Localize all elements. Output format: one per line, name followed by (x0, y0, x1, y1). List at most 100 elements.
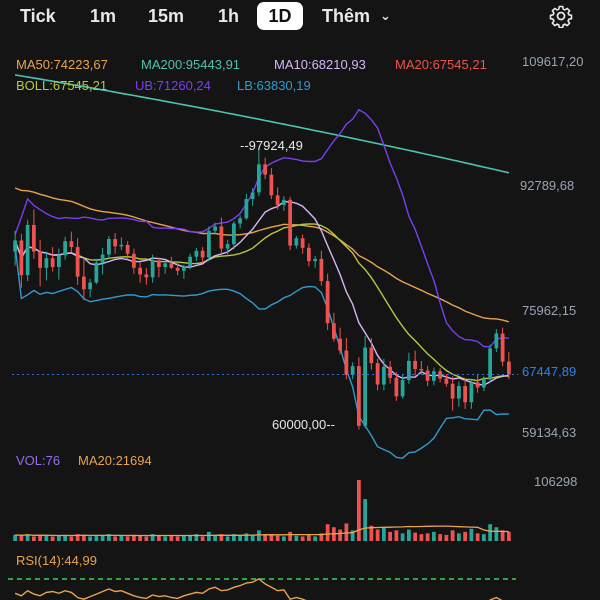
gear-icon[interactable] (549, 4, 573, 28)
candle-body (494, 333, 499, 349)
volume-bar (275, 535, 280, 541)
candle-body (338, 338, 342, 351)
candle-body (413, 360, 417, 370)
candle-body (307, 247, 311, 262)
candle-body (213, 226, 217, 231)
candle-body (238, 218, 242, 224)
candle-body (382, 366, 386, 385)
candle-body (463, 386, 467, 403)
volume-bar (438, 534, 442, 541)
volume-bar (257, 530, 261, 541)
volume-bar (407, 529, 411, 541)
volume-bar (432, 531, 436, 541)
candle-body (50, 258, 55, 268)
volume-bar (307, 534, 311, 541)
candle-body (100, 254, 105, 263)
candle-body (107, 238, 111, 255)
candle-body (419, 369, 424, 371)
candle-body (507, 361, 511, 375)
low-annotation: 60000,00-- (272, 417, 335, 432)
volume-bar (63, 534, 67, 541)
candle-body (32, 224, 36, 252)
volume-bar (507, 531, 511, 541)
rsi-line (14, 577, 503, 600)
volume-bar (444, 534, 449, 541)
ma20-label: MA20:67545,21 (395, 57, 487, 72)
candle-body (200, 250, 205, 258)
candle-body (225, 244, 230, 249)
boll-label: BOLL:67545,21 (16, 78, 108, 93)
volume-bar (175, 536, 180, 541)
ma50-label: MA50:74223,67 (16, 57, 108, 72)
candle-body (400, 380, 405, 397)
candle-body (344, 350, 349, 375)
volume-bar (232, 534, 236, 541)
candle-body (350, 366, 355, 375)
volume-bar (344, 523, 349, 541)
candle-body (82, 276, 86, 290)
candle-body (19, 240, 24, 276)
candle-body (244, 199, 249, 219)
candle-body (69, 241, 74, 248)
tab-1h[interactable]: 1h (218, 6, 240, 26)
volume-bar (44, 535, 49, 541)
volume-bar (375, 529, 380, 541)
tab-1d[interactable]: 1D (257, 2, 303, 30)
volume-bar (138, 535, 142, 541)
candle-body (488, 348, 492, 380)
volume-bar (469, 528, 474, 541)
volume-bar (325, 524, 330, 541)
high-annotation: --97924,49 (240, 138, 303, 153)
tab-15m[interactable]: 15m (148, 6, 185, 26)
tab-tick[interactable]: Tick (20, 6, 56, 26)
candle-body (313, 258, 317, 262)
candle-body (319, 258, 324, 282)
volume-bar (38, 534, 42, 541)
volume-bar (288, 531, 292, 541)
tab-more[interactable]: Thêm ⌄ (322, 2, 391, 30)
price-label-2: 92789,68 (520, 178, 575, 193)
candle-body (125, 244, 130, 254)
candle-body (263, 164, 267, 175)
candle-body (75, 247, 80, 277)
candle-body (482, 379, 486, 388)
volume-bar (225, 536, 230, 541)
candle-body (469, 382, 474, 403)
volume-bar (57, 535, 61, 541)
volume-bar (132, 534, 136, 541)
candle-body (163, 263, 167, 268)
volume-bar (388, 531, 392, 541)
volume-bar (75, 534, 80, 541)
candle-body (207, 230, 211, 258)
candle-body (269, 174, 274, 196)
candle-body (232, 223, 236, 245)
volume-bar (382, 527, 386, 541)
ma200-label: MA200:95443,91 (141, 57, 241, 72)
volume-bar (494, 527, 499, 541)
tab-more-label: Thêm (322, 6, 371, 26)
volume-bar (25, 534, 30, 541)
vol-label: VOL:76 (16, 453, 61, 468)
candle-body (369, 347, 374, 364)
volume-bar (369, 525, 374, 541)
volume-bar (250, 534, 255, 541)
candle-body (457, 386, 461, 399)
candle-body (444, 378, 449, 384)
timeframe-bar: Tick 1m 15m 1h 1D Thêm ⌄ (0, 0, 600, 32)
candle-body (63, 241, 67, 256)
volume-bar (182, 535, 186, 541)
tab-1m[interactable]: 1m (90, 6, 117, 26)
candle-body (119, 244, 124, 247)
volume-bar (313, 536, 317, 541)
volume-bar (207, 531, 211, 541)
candle-body (25, 224, 30, 276)
candle-body (388, 366, 392, 378)
volume-bar (163, 536, 167, 541)
volume-bar (50, 536, 55, 541)
candle-body (432, 371, 436, 381)
candle-body (169, 263, 174, 268)
price-label-5: 59134,63 (522, 425, 577, 440)
candle-body (38, 251, 42, 268)
volume-bar (113, 536, 117, 541)
